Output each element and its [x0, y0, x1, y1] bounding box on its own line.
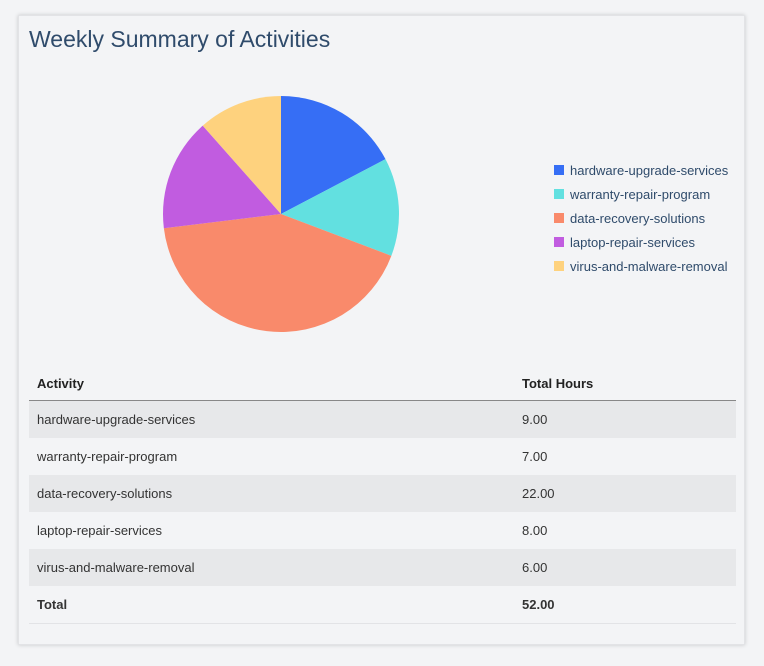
legend-label: laptop-repair-services: [570, 234, 695, 250]
pie-slice-laptop-repair-services: [163, 125, 281, 229]
activity-cell: laptop-repair-services: [37, 523, 162, 538]
pie-slice-virus-and-malware-removal: [202, 96, 281, 214]
activity-cell: virus-and-malware-removal: [29, 549, 514, 586]
pie-slice-hardware-upgrade-services: [281, 96, 386, 214]
legend-label: virus-and-malware-removal: [570, 258, 728, 274]
table-row: virus-and-malware-removal 6.00: [29, 549, 736, 586]
legend-swatch: [554, 261, 564, 271]
legend-item: hardware-upgrade-services: [554, 158, 728, 182]
legend-label: data-recovery-solutions: [570, 210, 706, 226]
pie-slice-data-recovery-solutions: [163, 214, 392, 332]
table-header-row: Activity Total Hours: [29, 366, 736, 401]
hours-cell: 7.00: [522, 449, 548, 464]
table-row: data-recovery-solutions 22.00: [29, 475, 736, 512]
table-row: hardware-upgrade-services 9.00: [29, 400, 736, 438]
hours-cell: 6.00: [514, 549, 736, 586]
legend-swatch: [554, 165, 564, 175]
pie-chart: [163, 96, 399, 332]
legend-item: laptop-repair-services: [554, 230, 728, 254]
summary-card: Weekly Summary of Activities hardware-up…: [18, 15, 745, 645]
hours-cell: 8.00: [522, 523, 548, 538]
hours-cell: 22.00: [514, 475, 736, 512]
legend-item: virus-and-malware-removal: [554, 254, 728, 278]
legend-item: data-recovery-solutions: [554, 206, 728, 230]
table-row: warranty-repair-program 7.00: [29, 438, 736, 475]
total-label: Total: [29, 586, 514, 624]
activity-cell: hardware-upgrade-services: [29, 400, 514, 438]
total-value: 52.00: [514, 586, 736, 624]
legend-swatch: [554, 237, 564, 247]
legend-item: warranty-repair-program: [554, 182, 728, 206]
activity-cell: warranty-repair-program: [37, 449, 178, 464]
legend-swatch: [554, 213, 564, 223]
hours-cell: 9.00: [514, 400, 736, 438]
summary-table: Activity Total Hours hardware-upgrade-se…: [29, 366, 736, 624]
legend-label: warranty-repair-program: [570, 186, 711, 202]
legend-label: hardware-upgrade-services: [570, 162, 729, 178]
legend-swatch: [554, 189, 564, 199]
legend: hardware-upgrade-services warranty-repair…: [554, 158, 728, 278]
table-row: laptop-repair-services 8.00: [29, 512, 736, 549]
total-row: Total 52.00: [29, 586, 736, 624]
header-total-hours: Total Hours: [514, 366, 736, 401]
pie-slice-warranty-repair-program: [281, 159, 399, 256]
activity-cell: data-recovery-solutions: [29, 475, 514, 512]
page-title: Weekly Summary of Activities: [29, 26, 331, 52]
header-activity: Activity: [29, 366, 514, 401]
